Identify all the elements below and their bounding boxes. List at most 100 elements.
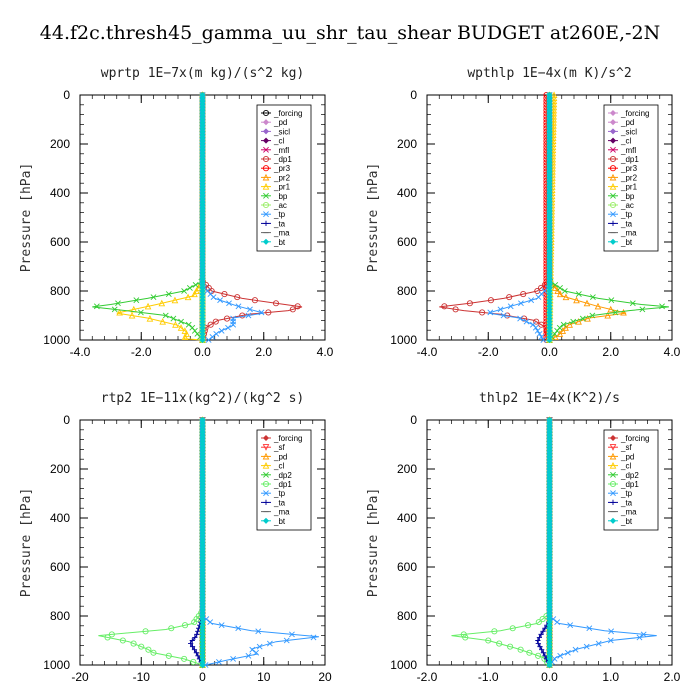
legend-item: _ma [608, 229, 637, 238]
y-tick-label: 200 [397, 137, 417, 151]
legend-label: _bt [273, 517, 286, 526]
legend-marker [262, 137, 270, 144]
legend-label: _ta [620, 219, 633, 228]
legend-label: _pr3 [273, 164, 291, 173]
legend-item: _ac [608, 201, 634, 210]
legend-label: _cl [273, 137, 284, 146]
y-tick-label: 800 [50, 284, 70, 298]
legend-label: _ta [620, 498, 633, 507]
data-point [557, 652, 564, 659]
y-tick-label: 0 [63, 413, 70, 427]
data-point [466, 300, 473, 307]
data-point [207, 321, 214, 328]
data-point [133, 297, 140, 304]
series-tp [487, 92, 553, 343]
data-point [144, 302, 152, 310]
y-tick-label: 0 [410, 88, 417, 102]
data-point [213, 330, 220, 337]
data-point [534, 327, 541, 334]
data-point [171, 296, 179, 304]
series-dp1 [98, 416, 206, 669]
data-point [551, 284, 559, 291]
data-point [562, 324, 569, 331]
legend-marker [609, 119, 617, 126]
series-line [116, 95, 203, 341]
legend-item: _mfl [608, 146, 636, 155]
panel-title: wpthlp 1E−4x(m K)/s^2 [467, 66, 631, 81]
data-point [566, 321, 573, 328]
panel-1: wprtp 1E−7x(m kg)/(s^2 kg) Pressure [hPa]… [19, 66, 334, 359]
legend-label: _mfl [273, 146, 289, 155]
legend-marker [609, 173, 617, 181]
legend-marker [263, 192, 269, 199]
data-point [487, 309, 494, 316]
panels: wprtp 1E−7x(m kg)/(s^2 kg) Pressure [hPa]… [19, 66, 681, 684]
data-point [234, 294, 241, 301]
legend-marker [609, 109, 617, 117]
legend-marker [609, 165, 617, 172]
legend-label: _pd [620, 452, 634, 461]
data-point [165, 291, 172, 297]
data-point [584, 314, 591, 322]
data-point [550, 100, 558, 108]
legend-label: _pd [273, 452, 287, 461]
data-point [659, 303, 665, 310]
legend-label: _ma [273, 229, 290, 238]
data-point [181, 288, 188, 294]
panel-4: thlp2 1E−4x(K^2)/s Pressure [hPa] -2.0 -1.0… [366, 391, 681, 684]
legend-label: _ac [273, 201, 287, 210]
series-dp1 [439, 91, 553, 344]
legend-item: _sicl [608, 127, 637, 136]
legend-item: _dp1 [608, 155, 639, 164]
data-point [137, 309, 144, 316]
y-tick-label: 1000 [43, 658, 70, 672]
legend-label: _dp2 [273, 471, 292, 480]
data-point [452, 306, 459, 313]
data-point [128, 311, 136, 319]
legend-label: _pr2 [273, 173, 291, 182]
data-point [604, 311, 612, 319]
x-tick-label: -2.0 [131, 345, 152, 359]
y-tick-label: 600 [397, 560, 417, 574]
y-tick-label: 400 [397, 186, 417, 200]
data-point [573, 296, 580, 304]
data-point [517, 315, 524, 322]
data-point [150, 294, 157, 301]
data-point [554, 287, 561, 295]
series-bt [199, 91, 206, 344]
legend-marker [262, 165, 270, 172]
data-point [620, 308, 627, 316]
y-axis-label: Pressure [hPa] [19, 163, 34, 273]
legend-item: _mfl [261, 146, 289, 155]
legend-marker [262, 201, 270, 209]
y-axis-label: Pressure [hPa] [19, 488, 34, 598]
panel-title: thlp2 1E−4x(K^2)/s [479, 391, 620, 406]
data-point [210, 294, 217, 301]
legend-label: _sicl [620, 127, 637, 136]
legend-item: _pr1 [261, 183, 291, 192]
data-point [212, 318, 219, 325]
series-tp [199, 92, 265, 343]
x-tick-label: 0.0 [541, 345, 558, 359]
data-point [181, 333, 189, 340]
data-point [245, 312, 252, 319]
legend-label: _pr1 [273, 183, 291, 192]
data-point [570, 318, 577, 325]
data-point [159, 318, 167, 325]
legend-item: _bp [608, 192, 635, 201]
data-point [218, 327, 225, 334]
data-point [177, 324, 185, 331]
legend-marker [610, 146, 616, 153]
data-point [116, 308, 123, 316]
legend-marker [263, 146, 269, 153]
data-point [540, 337, 547, 343]
data-point [560, 321, 567, 328]
legend-item: _pd [608, 118, 634, 127]
data-point [258, 309, 265, 316]
y-tick-label: 200 [50, 137, 70, 151]
data-point [251, 297, 258, 304]
data-point [172, 321, 179, 328]
data-point [272, 300, 280, 307]
legend-label: _forcing [620, 434, 649, 443]
series-group [439, 91, 669, 344]
